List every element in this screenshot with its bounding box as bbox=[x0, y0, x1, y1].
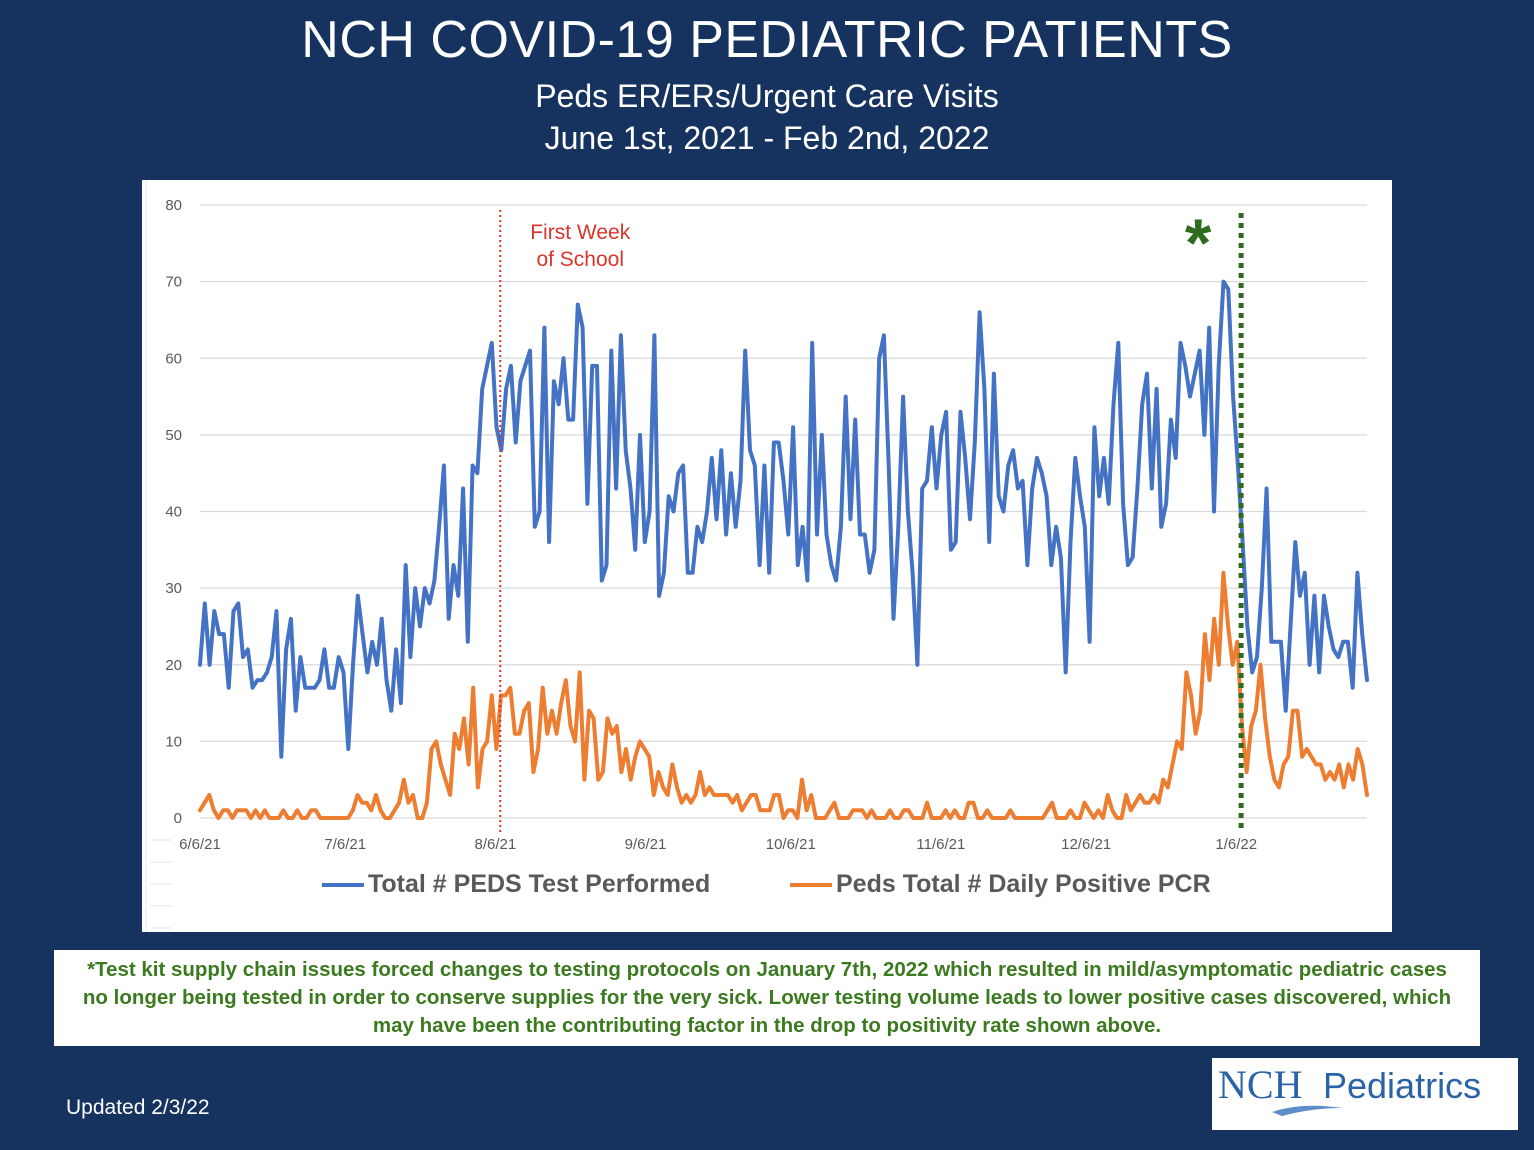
annotations: First Week of School * bbox=[499, 205, 1244, 835]
logo-swoosh-icon bbox=[1272, 1105, 1342, 1116]
school-annotation-label: First Week bbox=[530, 221, 630, 244]
y-tick-label: 70 bbox=[165, 274, 182, 291]
y-tick-label: 50 bbox=[165, 427, 182, 444]
x-tick-label: 7/6/21 bbox=[324, 836, 366, 853]
school-annotation-label: of School bbox=[536, 248, 624, 271]
subtitle-visit-types: Peds ER/ERs/Urgent Care Visits bbox=[535, 78, 999, 114]
x-tick-label: 6/6/21 bbox=[179, 836, 221, 853]
footnote-box: *Test kit supply chain issues forced cha… bbox=[54, 950, 1480, 1046]
series-line-positives bbox=[198, 570, 1369, 820]
x-tick-label: 12/6/21 bbox=[1061, 836, 1111, 853]
y-tick-label: 20 bbox=[165, 657, 182, 674]
footnote-text: *Test kit supply chain issues forced cha… bbox=[82, 958, 1452, 1037]
y-tick-label: 40 bbox=[165, 504, 182, 521]
x-tick-label: 9/6/21 bbox=[625, 836, 667, 853]
x-tick-label: 10/6/21 bbox=[766, 836, 816, 853]
logo-pediatrics-text: Pediatrics bbox=[1323, 1065, 1481, 1106]
logo-nch-text: NCH bbox=[1218, 1062, 1302, 1107]
asterisk-marker: * bbox=[1185, 205, 1212, 281]
x-tick-label: 11/6/21 bbox=[916, 836, 965, 853]
y-tick-label: 80 bbox=[165, 197, 182, 214]
y-tick-label: 10 bbox=[165, 733, 182, 750]
line-chart: 0 10 20 30 40 50 60 70 80 6/6/21 7/6/21 8/6/21 9/6/… bbox=[145, 180, 1369, 932]
legend-label-tests: Total # PEDS Test Performed bbox=[368, 870, 710, 898]
series-group bbox=[198, 279, 1369, 820]
y-tick-label: 0 bbox=[174, 810, 182, 827]
x-tick-label: 8/6/21 bbox=[475, 836, 517, 853]
updated-date: Updated 2/3/22 bbox=[66, 1096, 210, 1119]
y-axis-ticks: 0 10 20 30 40 50 60 70 80 bbox=[165, 197, 182, 827]
page-title: NCH COVID-19 PEDIATRIC PATIENTS bbox=[301, 11, 1233, 69]
y-tick-label: 60 bbox=[165, 350, 182, 367]
nch-pediatrics-logo: NCH Pediatrics bbox=[1212, 1058, 1518, 1130]
subtitle-date-range: June 1st, 2021 - Feb 2nd, 2022 bbox=[544, 120, 990, 156]
x-axis-ticks: 6/6/21 7/6/21 8/6/21 9/6/21 10/6/21 11/6/21 12… bbox=[179, 836, 1257, 853]
legend-label-positives: Peds Total # Daily Positive PCR bbox=[836, 870, 1211, 898]
y-tick-label: 30 bbox=[165, 580, 182, 597]
chart-panel: 0 10 20 30 40 50 60 70 80 6/6/21 7/6/21 8/6/21 9/6/… bbox=[142, 180, 1392, 932]
series-line-tests bbox=[198, 279, 1369, 759]
logo-graphic: NCH Pediatrics bbox=[1218, 1062, 1481, 1116]
legend: Total # PEDS Test Performed Peds Total # … bbox=[322, 870, 1211, 898]
x-tick-label: 1/6/22 bbox=[1215, 836, 1257, 853]
